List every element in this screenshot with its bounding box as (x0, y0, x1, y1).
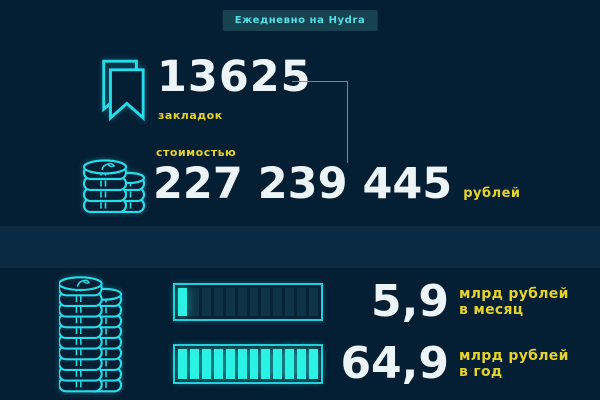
bar-segment (249, 349, 259, 379)
bar-segment (201, 288, 211, 316)
bar-segment (297, 349, 307, 379)
bar-segment (309, 349, 319, 379)
year-unit-line1: млрд рублей (459, 348, 569, 364)
cost-row: 227 239 445 рублей (153, 159, 521, 209)
bar-segment (309, 288, 319, 316)
month-value: 5,9 (371, 276, 449, 327)
bar-segment (178, 349, 187, 379)
stat-row-month: 5,9 млрд рублей в месяц (173, 280, 569, 324)
bar-segment (189, 349, 199, 379)
stat-row-year: 64,9 млрд рублей в год (173, 342, 569, 386)
bar-segment (213, 288, 223, 316)
gauge-bar-month (173, 283, 323, 321)
header-badge: Ежедневно на Hydra (222, 10, 378, 31)
bookmarks-count: 13625 (157, 52, 312, 102)
bar-segment (178, 288, 187, 316)
cost-value: 227 239 445 (153, 159, 453, 209)
year-value: 64,9 (340, 338, 449, 389)
bar-segment (297, 288, 307, 316)
bar-segment (285, 349, 295, 379)
bar-segment (285, 288, 295, 316)
month-unit-line2: в месяц (459, 302, 524, 318)
coin-stack-icon (59, 276, 123, 396)
bar-segment (213, 349, 223, 379)
cost-unit-label: рублей (463, 186, 521, 202)
bookmark-icon (97, 56, 147, 124)
connector-line (292, 81, 348, 163)
bookmarks-label: закладок (158, 109, 223, 122)
year-unit-label: млрд рублей в год (459, 348, 569, 380)
bar-segment (225, 349, 235, 379)
year-unit-line2: в год (459, 364, 503, 380)
gauge-bar-year (173, 344, 323, 384)
bar-segment (201, 349, 211, 379)
bar-segment (237, 349, 247, 379)
bar-segment (249, 288, 259, 316)
cost-prefix-label: стоимостью (156, 146, 237, 159)
bar-segment (273, 288, 283, 316)
bar-segment (225, 288, 235, 316)
bar-segment (273, 349, 283, 379)
bar-segment (237, 288, 247, 316)
month-unit-line1: млрд рублей (459, 286, 569, 302)
month-unit-label: млрд рублей в месяц (459, 286, 569, 318)
bar-segment (189, 288, 199, 316)
bar-segment (261, 349, 271, 379)
coins-icon (82, 159, 146, 213)
bar-segment (261, 288, 271, 316)
section-divider-band (0, 226, 600, 268)
